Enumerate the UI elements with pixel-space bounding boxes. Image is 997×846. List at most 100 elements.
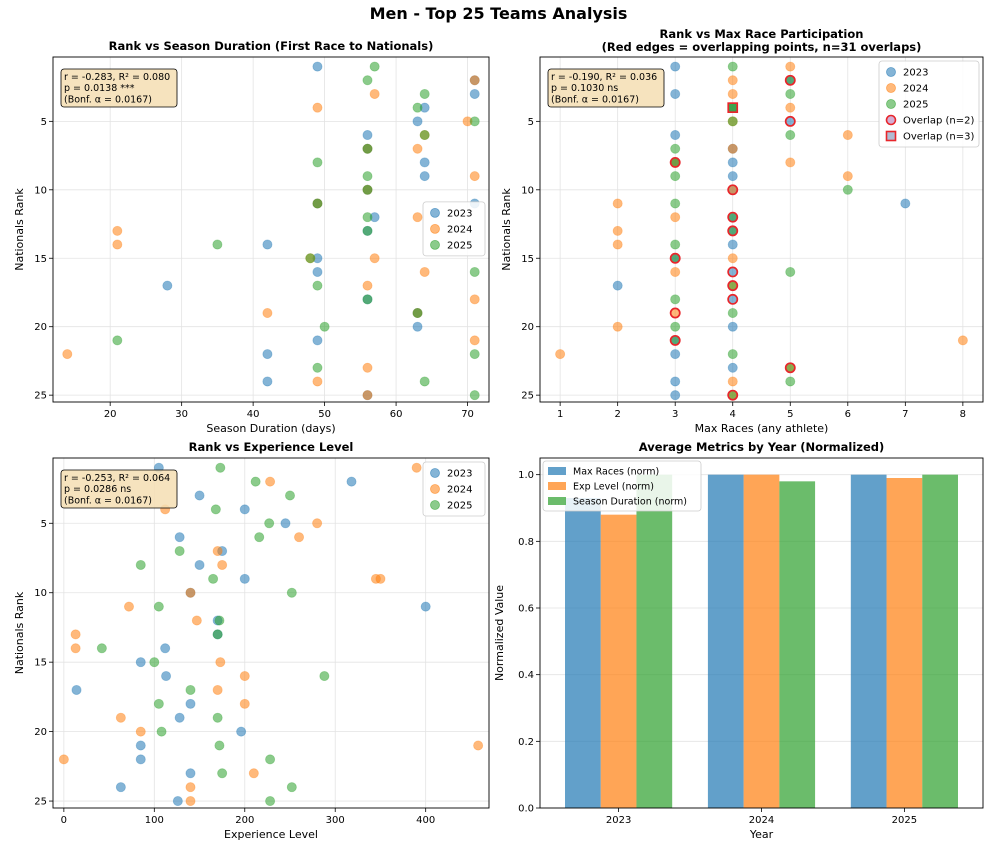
duration-ytick-label: 10 (34, 185, 47, 196)
duration-point-2025 (212, 239, 223, 250)
experience-xtick-label: 100 (145, 815, 164, 826)
experience-ytick-label: 10 (34, 588, 47, 599)
experience-point-2025 (210, 504, 221, 515)
duration-point-2025 (362, 294, 373, 305)
maxraces-point-2023 (670, 390, 681, 401)
duration-point-2024 (312, 102, 323, 113)
maxraces-point-2024 (842, 171, 853, 182)
experience-point-2024 (248, 768, 259, 779)
maxraces-legend-label: 2025 (903, 100, 928, 111)
experience-point-2025 (214, 740, 225, 751)
experience-point-2025 (215, 462, 226, 473)
experience-point-2024 (294, 532, 305, 543)
averages-xlabel: Year (749, 828, 774, 841)
maxraces-overlap-n2 (727, 389, 739, 401)
experience-point-2025 (284, 490, 295, 501)
duration-point-2024 (112, 225, 123, 236)
maxraces-xtick-label: 2 (614, 409, 620, 420)
maxraces-point-2023 (670, 88, 681, 99)
averages-ylabel: Normalized Value (493, 585, 506, 681)
duration-legend-label: 2024 (447, 224, 472, 235)
averages-bar-1-2025 (886, 478, 923, 808)
experience-point-2024 (58, 754, 69, 765)
experience-point-2024 (123, 601, 134, 612)
duration-stats-line: p = 0.0138 *** (64, 83, 135, 94)
duration-point-2023 (262, 349, 273, 360)
maxraces-point-2024 (670, 266, 681, 277)
duration-point-2024 (412, 143, 423, 154)
averages-ytick-label: 0.8 (518, 537, 534, 548)
experience-point-2023 (174, 532, 185, 543)
duration-xtick-label: 30 (175, 409, 188, 420)
maxraces-xtick-label: 3 (672, 409, 678, 420)
experience-point-2023 (172, 796, 183, 807)
maxraces-xtick-label: 8 (960, 409, 966, 420)
duration-point-2025 (305, 253, 316, 264)
averages-bar-1-2023 (600, 514, 637, 808)
experience-xtick-label: 300 (326, 815, 345, 826)
experience-title: Rank vs Experience Level (189, 440, 354, 454)
experience-point-2023 (194, 490, 205, 501)
maxraces-legend-marker-overlap3 (885, 130, 897, 142)
maxraces-ytick-label: 10 (521, 185, 534, 196)
maxraces-point-2023 (612, 280, 623, 291)
duration-point-2025 (362, 143, 373, 154)
maxraces-ylabel: Nationals Rank (500, 188, 513, 271)
maxraces-point-2025 (727, 116, 738, 127)
maxraces-stats-line: (Bonf. α = 0.0167) (551, 94, 639, 105)
duration-frame (52, 56, 490, 403)
maxraces-point-2024 (670, 212, 681, 223)
maxraces-point-2024 (612, 239, 623, 250)
duration-point-2023 (469, 88, 480, 99)
averages-legend-label: Max Races (norm) (573, 467, 659, 478)
duration-point-2023 (312, 266, 323, 277)
averages-ytick-label: 0.2 (518, 737, 534, 748)
maxraces-xtick-label: 7 (902, 409, 908, 420)
duration-point-2025 (469, 266, 480, 277)
maxraces-point-2024 (727, 88, 738, 99)
experience-point-2025 (286, 587, 297, 598)
experience-point-2024 (115, 712, 126, 723)
maxraces-subtitle: (Red edges = overlapping points, n=31 ov… (602, 40, 922, 54)
experience-point-2024 (215, 657, 226, 668)
duration-point-2024 (469, 294, 480, 305)
duration-point-2024 (469, 335, 480, 346)
averages-legend-swatch (548, 497, 566, 505)
averages-bar-2-2023 (636, 474, 673, 808)
maxraces-point-2025 (670, 198, 681, 209)
duration-point-2024 (369, 253, 380, 264)
experience-point-2024 (185, 796, 196, 807)
maxraces-ytick-label: 5 (528, 117, 534, 128)
maxraces-xtick-label: 6 (845, 409, 851, 420)
experience-point-2025 (208, 573, 219, 584)
duration-ylabel: Nationals Rank (13, 188, 26, 271)
maxraces-point-2023 (670, 349, 681, 360)
averages-bar-2-2024 (779, 481, 816, 808)
maxraces-point-2024 (727, 253, 738, 264)
maxraces-point-2023 (670, 61, 681, 72)
experience-point-2025 (264, 518, 275, 529)
duration-point-2024 (62, 349, 73, 360)
duration-point-2025 (312, 198, 323, 209)
averages-xtick-label: 2025 (892, 815, 917, 826)
experience-point-2024 (70, 643, 81, 654)
experience-point-2023 (185, 698, 196, 709)
experience-legend-marker-2025 (430, 500, 440, 510)
experience-frame (52, 457, 490, 809)
duration-point-2024 (362, 390, 373, 401)
experience-point-2024 (265, 476, 276, 487)
duration-point-2024 (469, 171, 480, 182)
maxraces-overlap-n2 (784, 362, 796, 374)
duration-point-2024 (419, 266, 430, 277)
duration-point-2023 (262, 376, 273, 387)
averages-bar-2-2025 (922, 474, 958, 808)
averages-bar-0-2024 (707, 474, 744, 808)
maxraces-point-2024 (727, 376, 738, 387)
experience-point-2024 (191, 615, 202, 626)
maxraces-legend-label: Overlap (n=3) (903, 132, 974, 143)
averages-bar-0-2025 (850, 474, 887, 808)
maxraces-xlabel: Max Races (any athlete) (695, 422, 829, 435)
maxraces-point-2023 (727, 171, 738, 182)
